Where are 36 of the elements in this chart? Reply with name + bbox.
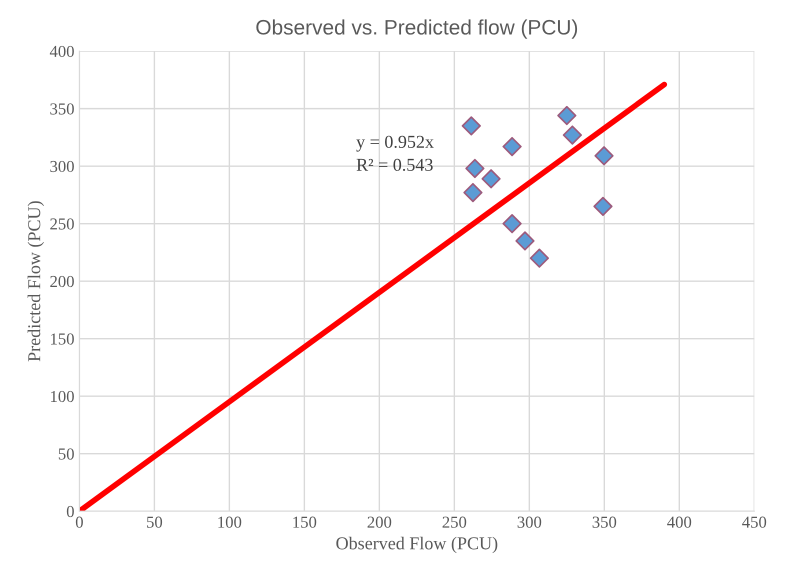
- x-tick-label: 400: [667, 516, 692, 528]
- point: [594, 146, 614, 166]
- point: [463, 182, 483, 202]
- annotation: R² = 0.543: [356, 158, 433, 171]
- x-tick-label: 0: [76, 516, 83, 528]
- x-tick-label: 350: [592, 516, 616, 528]
- point: [462, 116, 481, 136]
- y-tick-label: 200: [50, 276, 74, 288]
- point: [465, 158, 485, 178]
- y-tick-label: 300: [50, 160, 74, 172]
- point: [557, 106, 576, 126]
- y-tick-label: 0: [66, 506, 74, 518]
- x-tick-label: 100: [218, 516, 242, 528]
- y-tick-label: 400: [50, 46, 74, 58]
- x-tick-label: 250: [442, 516, 466, 528]
- y-tick-label: 100: [51, 390, 74, 402]
- x-axis-title: Observed Flow (PCU): [336, 536, 498, 554]
- point: [530, 248, 549, 268]
- point: [502, 214, 522, 234]
- x-tick-label: 300: [518, 516, 542, 528]
- x-tick-label: 150: [293, 516, 316, 528]
- annotation: y = 0.952x: [356, 136, 434, 152]
- y-tick-label: 150: [51, 333, 74, 345]
- chart-title: Observed vs. Predicted flow (PCU): [256, 19, 578, 39]
- y-axis-title: Predicted Flow (PCU): [28, 201, 44, 362]
- x-tick-label: 50: [147, 516, 162, 528]
- point: [593, 196, 613, 216]
- x-tick-label: 450: [742, 516, 766, 528]
- point: [562, 125, 582, 145]
- point: [481, 169, 501, 188]
- y-tick-label: 350: [50, 103, 74, 115]
- y-tick-label: 50: [58, 448, 74, 460]
- y-tick-label: 250: [50, 218, 74, 230]
- point: [502, 136, 522, 156]
- point: [515, 231, 535, 251]
- x-tick-label: 200: [368, 516, 392, 528]
